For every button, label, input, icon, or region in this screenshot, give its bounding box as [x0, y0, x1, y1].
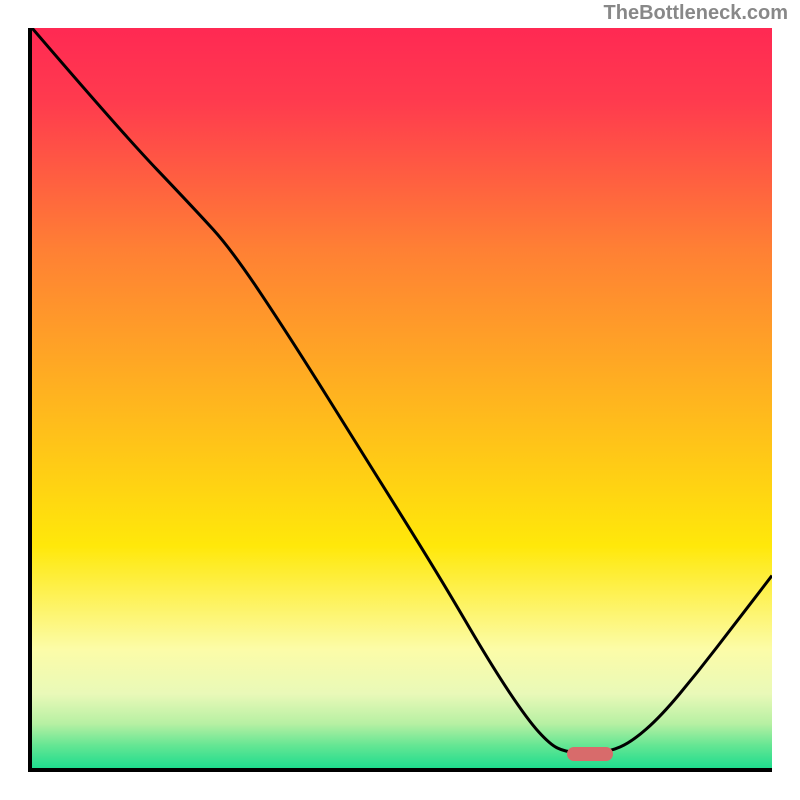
chart-curve — [32, 28, 772, 768]
chart-marker — [567, 747, 613, 761]
watermark-text: TheBottleneck.com — [604, 2, 788, 25]
chart-plot-area — [28, 28, 772, 772]
